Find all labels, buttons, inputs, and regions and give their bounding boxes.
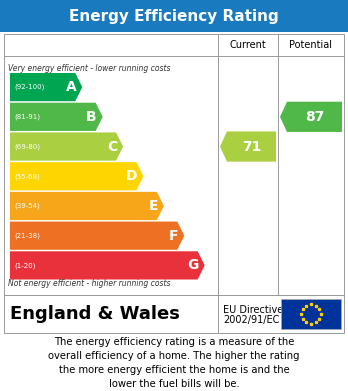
Text: (81-91): (81-91) <box>14 113 40 120</box>
Polygon shape <box>10 192 164 220</box>
Text: C: C <box>107 140 117 154</box>
Bar <box>0 0 348 32</box>
Text: G: G <box>187 258 199 273</box>
Text: EU Directive: EU Directive <box>223 305 283 315</box>
Text: England & Wales: England & Wales <box>10 305 180 323</box>
Text: Not energy efficient - higher running costs: Not energy efficient - higher running co… <box>8 278 171 287</box>
Text: Potential: Potential <box>290 40 332 50</box>
Text: Energy Efficiency Rating: Energy Efficiency Rating <box>69 9 279 23</box>
Polygon shape <box>280 102 342 132</box>
Text: Very energy efficient - lower running costs: Very energy efficient - lower running co… <box>8 64 171 73</box>
Bar <box>4 34 344 295</box>
Text: 71: 71 <box>242 140 261 154</box>
Polygon shape <box>10 251 205 280</box>
Polygon shape <box>10 162 143 190</box>
Bar <box>281 299 341 329</box>
Polygon shape <box>220 131 276 161</box>
Text: 2002/91/EC: 2002/91/EC <box>223 315 279 325</box>
Text: The energy efficiency rating is a measure of the
overall efficiency of a home. T: The energy efficiency rating is a measur… <box>48 337 300 389</box>
Text: (21-38): (21-38) <box>14 232 40 239</box>
Polygon shape <box>10 222 184 250</box>
Text: B: B <box>86 110 97 124</box>
Text: F: F <box>169 229 178 243</box>
Text: (39-54): (39-54) <box>14 203 40 209</box>
Text: A: A <box>65 80 76 94</box>
Text: (92-100): (92-100) <box>14 84 45 90</box>
Text: E: E <box>148 199 158 213</box>
Text: (55-68): (55-68) <box>14 173 40 179</box>
Bar <box>4 295 344 333</box>
Text: (1-20): (1-20) <box>14 262 35 269</box>
Text: Current: Current <box>230 40 266 50</box>
Polygon shape <box>10 103 103 131</box>
Text: D: D <box>126 169 137 183</box>
Text: (69-80): (69-80) <box>14 143 40 150</box>
Polygon shape <box>10 133 123 161</box>
Polygon shape <box>10 73 82 101</box>
Text: 87: 87 <box>305 110 324 124</box>
